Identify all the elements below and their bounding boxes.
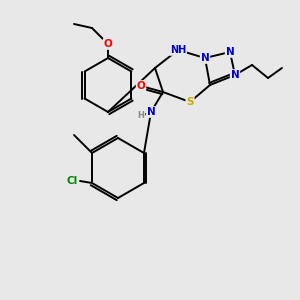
Text: N: N bbox=[147, 107, 155, 117]
Text: NH: NH bbox=[170, 45, 186, 55]
Text: N: N bbox=[226, 47, 234, 57]
Text: H: H bbox=[138, 112, 144, 121]
Text: O: O bbox=[103, 39, 112, 49]
Text: Cl: Cl bbox=[66, 176, 78, 186]
Text: S: S bbox=[186, 97, 194, 107]
Text: N: N bbox=[201, 53, 209, 63]
Text: O: O bbox=[136, 81, 146, 91]
Text: N: N bbox=[231, 70, 239, 80]
